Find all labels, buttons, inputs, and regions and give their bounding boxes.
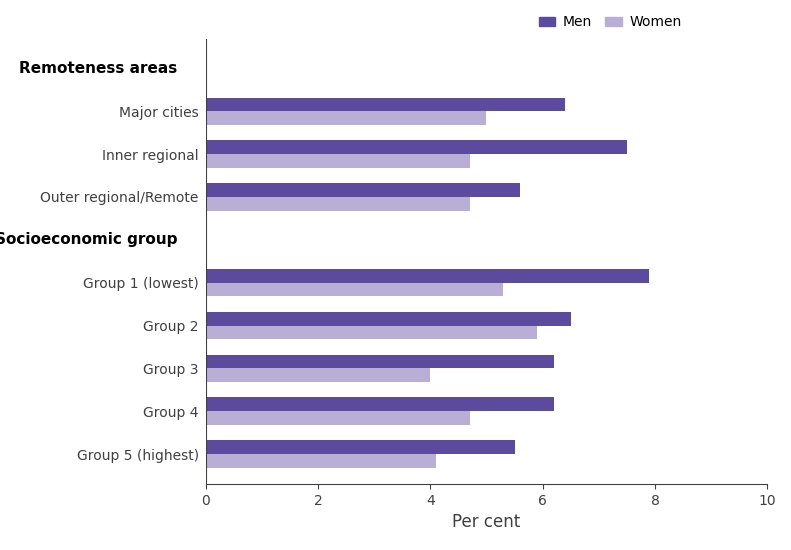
Bar — [206, 326, 537, 339]
Bar — [206, 355, 554, 368]
Bar — [206, 283, 503, 296]
Bar — [206, 312, 571, 326]
Bar — [206, 269, 649, 283]
Bar — [206, 411, 470, 425]
Bar — [206, 454, 436, 468]
Bar — [206, 154, 470, 168]
Text: Socioeconomic group: Socioeconomic group — [0, 232, 177, 248]
X-axis label: Per cent: Per cent — [452, 513, 520, 531]
Bar — [206, 197, 470, 211]
Bar — [206, 111, 486, 125]
Bar — [206, 441, 514, 454]
Legend: Men, Women: Men, Women — [533, 10, 687, 35]
Bar — [206, 368, 430, 382]
Text: Remoteness areas: Remoteness areas — [19, 61, 177, 76]
Bar — [206, 97, 565, 111]
Bar — [206, 183, 520, 197]
Bar — [206, 140, 626, 154]
Bar — [206, 398, 554, 411]
